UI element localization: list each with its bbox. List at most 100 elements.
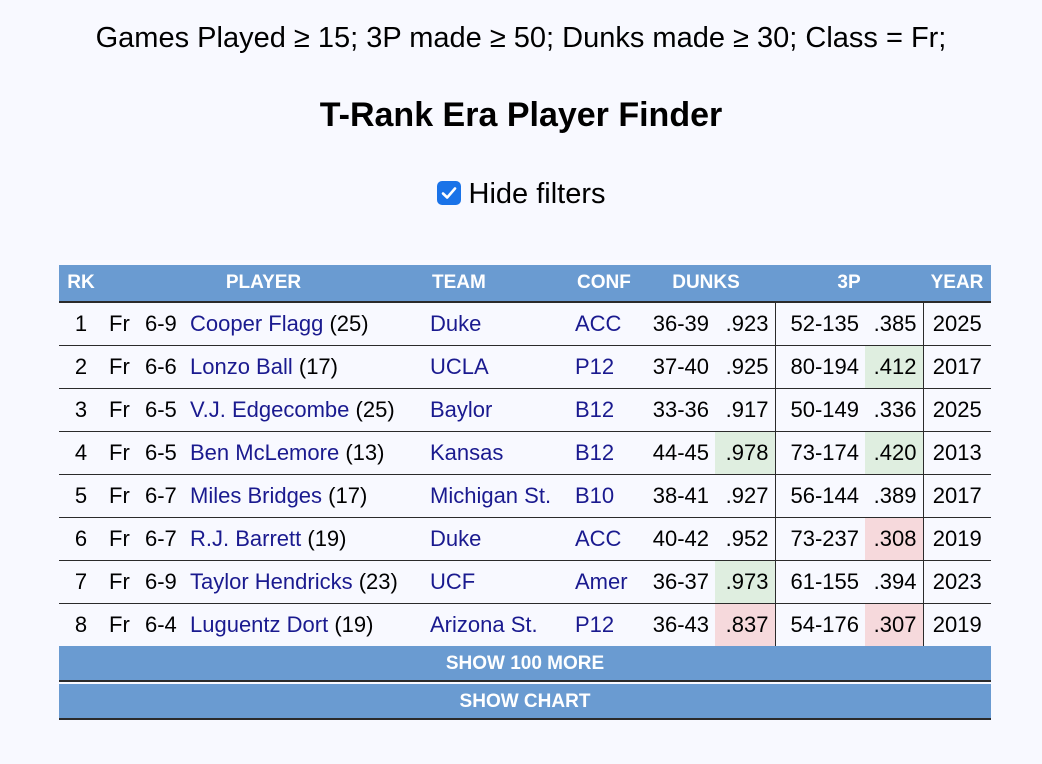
conf-link[interactable]: ACC [575, 311, 622, 336]
player-number: (17) [298, 354, 338, 379]
dunk-pct-cell: .978 [715, 431, 776, 475]
player-link[interactable]: Lonzo Ball [190, 354, 293, 379]
dunk-pct-cell: .952 [715, 517, 776, 561]
conf-cell: B10 [569, 474, 637, 518]
conf-cell: ACC [569, 517, 637, 561]
col-header-player[interactable]: PLAYER [103, 265, 424, 303]
dunk-pct-cell: .923 [715, 302, 776, 346]
year-cell: 2017 [923, 345, 991, 389]
dunks-made-cell: 36-39 [637, 302, 715, 346]
player-number: (13) [345, 440, 385, 465]
player-link[interactable]: Ben McLemore [190, 440, 340, 465]
dunks-made-cell: 40-42 [637, 517, 715, 561]
team-cell: Arizona St. [424, 603, 569, 647]
table-row: 4 Fr 6-5 Ben McLemore (13) Kansas B12 44-45.97… [59, 431, 991, 475]
player-link[interactable]: Taylor Hendricks [190, 569, 353, 594]
three-made-cell: 56-144 [775, 474, 865, 518]
player-cell: Lonzo Ball (17) [184, 345, 424, 389]
three-pct-cell: .394 [865, 560, 924, 604]
year-cell: 2019 [923, 517, 991, 561]
col-header-team[interactable]: TEAM [424, 265, 569, 303]
team-link[interactable]: UCLA [430, 354, 489, 379]
dunks-made-cell: 36-43 [637, 603, 715, 647]
team-link[interactable]: Duke [430, 526, 482, 551]
dunk-pct-cell: .837 [715, 603, 776, 647]
dunks-made-cell: 33-36 [637, 388, 715, 432]
conf-link[interactable]: Amer [575, 569, 628, 594]
conf-cell: B12 [569, 431, 637, 475]
rank-cell: 4 [59, 431, 103, 475]
class-cell: Fr [103, 603, 139, 647]
conf-link[interactable]: B12 [575, 397, 615, 422]
team-link[interactable]: UCF [430, 569, 476, 594]
player-number: (25) [355, 397, 395, 422]
conf-cell: ACC [569, 302, 637, 346]
hide-filters-toggle[interactable]: Hide filters [0, 178, 1042, 211]
dunks-made-cell: 36-37 [637, 560, 715, 604]
player-link[interactable]: Luguentz Dort [190, 612, 329, 637]
team-cell: Baylor [424, 388, 569, 432]
height-cell: 6-6 [139, 345, 184, 389]
col-header-3p[interactable]: 3P [775, 265, 923, 303]
player-number: (19) [334, 612, 374, 637]
table-header-row: RK PLAYER TEAM CONF DUNKS 3P YEAR [59, 265, 991, 303]
class-cell: Fr [103, 302, 139, 346]
height-cell: 6-9 [139, 302, 184, 346]
conf-link[interactable]: P12 [575, 354, 615, 379]
player-cell: Miles Bridges (17) [184, 474, 424, 518]
col-header-dunks[interactable]: DUNKS [637, 265, 775, 303]
year-cell: 2017 [923, 474, 991, 518]
height-cell: 6-5 [139, 388, 184, 432]
conf-cell: P12 [569, 603, 637, 647]
conf-cell: P12 [569, 345, 637, 389]
rank-cell: 5 [59, 474, 103, 518]
player-link[interactable]: Cooper Flagg [190, 311, 324, 336]
player-cell: V.J. Edgecombe (25) [184, 388, 424, 432]
team-link[interactable]: Arizona St. [430, 612, 538, 637]
three-pct-cell: .308 [865, 517, 924, 561]
player-link[interactable]: V.J. Edgecombe [190, 397, 350, 422]
hide-filters-checkbox[interactable] [436, 180, 461, 205]
class-cell: Fr [103, 345, 139, 389]
team-cell: Michigan St. [424, 474, 569, 518]
team-link[interactable]: Kansas [430, 440, 504, 465]
col-header-conf[interactable]: CONF [569, 265, 637, 303]
player-cell: Luguentz Dort (19) [184, 603, 424, 647]
conf-link[interactable]: B12 [575, 440, 615, 465]
three-pct-cell: .336 [865, 388, 924, 432]
team-cell: UCF [424, 560, 569, 604]
table-row: 5 Fr 6-7 Miles Bridges (17) Michigan St. B10 3… [59, 474, 991, 518]
conf-cell: B12 [569, 388, 637, 432]
dunk-pct-cell: .917 [715, 388, 776, 432]
height-cell: 6-9 [139, 560, 184, 604]
player-cell: R.J. Barrett (19) [184, 517, 424, 561]
show-chart-button[interactable]: SHOW CHART [59, 684, 991, 720]
three-pct-cell: .389 [865, 474, 924, 518]
results-table: RK PLAYER TEAM CONF DUNKS 3P YEAR 1 Fr 6-9… [59, 265, 991, 647]
three-made-cell: 50-149 [775, 388, 865, 432]
table-row: 3 Fr 6-5 V.J. Edgecombe (25) Baylor B12 33-36.… [59, 388, 991, 432]
col-header-rk[interactable]: RK [59, 265, 103, 303]
player-link[interactable]: Miles Bridges [190, 483, 323, 508]
table-row: 2 Fr 6-6 Lonzo Ball (17) UCLA P12 37-40.925 80-… [59, 345, 991, 389]
rank-cell: 3 [59, 388, 103, 432]
dunk-pct-cell: .973 [715, 560, 776, 604]
conf-link[interactable]: P12 [575, 612, 615, 637]
three-made-cell: 61-155 [775, 560, 865, 604]
col-header-year[interactable]: YEAR [923, 265, 991, 303]
class-cell: Fr [103, 560, 139, 604]
team-link[interactable]: Michigan St. [430, 483, 552, 508]
player-link[interactable]: R.J. Barrett [190, 526, 302, 551]
team-link[interactable]: Baylor [430, 397, 493, 422]
conf-link[interactable]: ACC [575, 526, 622, 551]
conf-link[interactable]: B10 [575, 483, 615, 508]
player-cell: Cooper Flagg (25) [184, 302, 424, 346]
player-number: (17) [328, 483, 368, 508]
team-link[interactable]: Duke [430, 311, 482, 336]
show-more-button[interactable]: SHOW 100 MORE [59, 646, 991, 682]
team-cell: Duke [424, 517, 569, 561]
hide-filters-label: Hide filters [468, 178, 606, 210]
player-number: (19) [307, 526, 347, 551]
dunks-made-cell: 38-41 [637, 474, 715, 518]
class-cell: Fr [103, 517, 139, 561]
